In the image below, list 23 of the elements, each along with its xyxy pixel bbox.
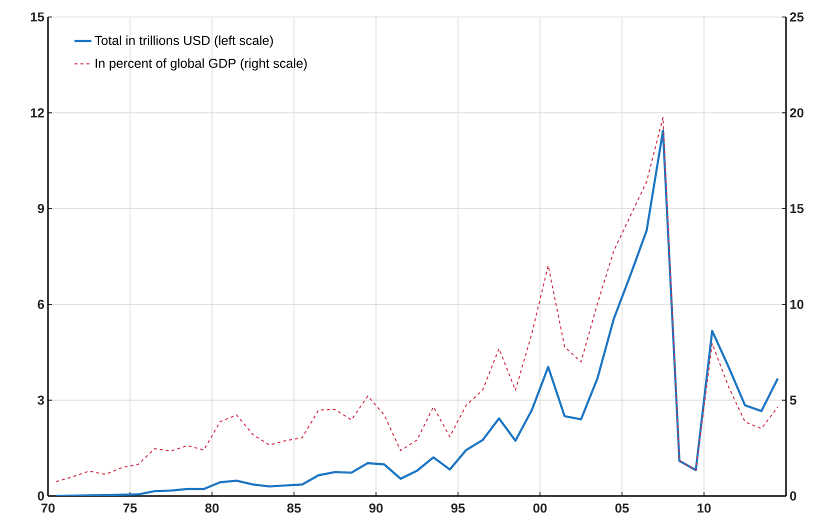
x-tick-label: 85 [287,504,301,513]
x-tick-label: 00 [533,504,547,513]
legend-label: In percent of global GDP (right scale) [96,58,307,70]
x-tick-label: 75 [123,504,137,513]
y2-tick-label: 25 [790,12,804,22]
legend-label: Total in trillions USD (left scale) [94,36,273,48]
y-tick-label: 9 [38,204,44,214]
y2-tick-label: 20 [790,108,804,118]
x-tick-label: 10 [698,504,711,513]
x-tick-label: 90 [369,504,383,513]
x-tick-label: 95 [451,504,465,513]
y2-tick-label: 0 [790,491,796,501]
x-tick-label: 80 [205,504,219,513]
y-tick-label: 15 [30,12,44,22]
y2-tick-label: 15 [790,204,804,214]
x-tick-label: 05 [615,504,629,513]
y-tick-label: 12 [30,108,44,118]
y2-tick-label: 10 [790,300,804,309]
y-tick-label: 6 [38,300,44,309]
x-tick-label: 70 [41,504,55,513]
y2-tick-label: 5 [790,396,796,405]
y-tick-label: 0 [38,491,44,501]
y-tick-label: 3 [38,396,44,405]
